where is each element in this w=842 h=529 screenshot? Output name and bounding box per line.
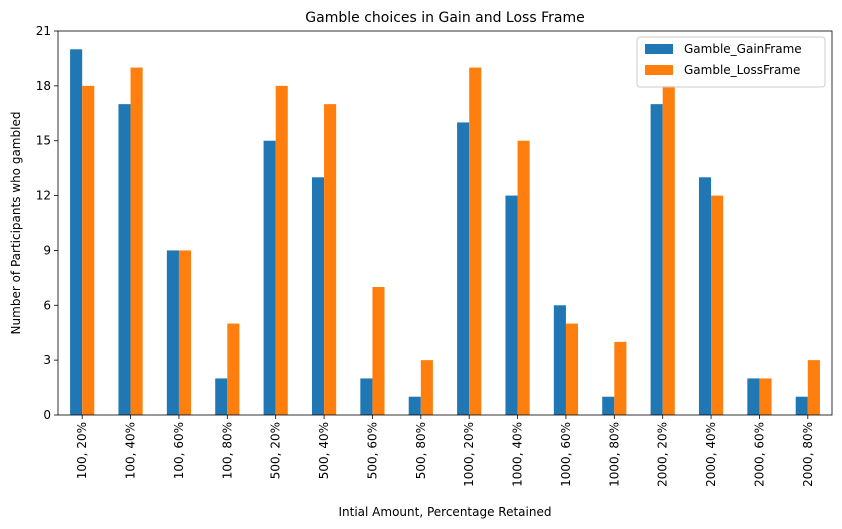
y-tick-label: 0: [43, 408, 51, 422]
bar-Gamble_LossFrame-2: [178, 250, 192, 415]
bar-Gamble_LossFrame-13: [711, 195, 724, 415]
bar-Gamble_LossFrame-1: [130, 67, 143, 415]
legend-box: [636, 36, 826, 88]
bar-Gamble_GainFrame-3: [215, 378, 228, 415]
bar-Gamble_GainFrame-10: [553, 305, 566, 415]
bar-Gamble_LossFrame-14: [759, 378, 772, 415]
x-tick-label: 500, 80%: [414, 422, 428, 479]
bar-Gamble_GainFrame-8: [457, 122, 470, 416]
bar-Gamble_GainFrame-15: [795, 396, 808, 415]
legend-label-Gamble_LossFrame: Gamble_LossFrame: [684, 63, 800, 77]
bar-Gamble_GainFrame-9: [505, 195, 518, 415]
x-tick-label: 100, 40%: [124, 422, 138, 479]
bar-Gamble_GainFrame-14: [747, 378, 760, 415]
bar-Gamble_GainFrame-12: [650, 104, 663, 415]
x-tick-label: 1000, 60%: [559, 422, 573, 487]
x-tick-label: 500, 60%: [365, 422, 379, 479]
y-tick-label: 21: [36, 24, 51, 38]
bars-group: [70, 49, 820, 416]
y-axis-label: Number of Participants who gambled: [9, 112, 23, 335]
y-tick-label: 12: [36, 189, 51, 203]
bar-Gamble_GainFrame-2: [166, 250, 179, 415]
x-tick-label: 1000, 20%: [462, 422, 476, 487]
bar-Gamble_LossFrame-0: [82, 85, 95, 416]
legend-swatch-Gamble_LossFrame: [645, 65, 673, 75]
bar-Gamble_GainFrame-5: [311, 177, 325, 415]
bar-Gamble_LossFrame-10: [565, 323, 579, 415]
x-axis-label: Intial Amount, Percentage Retained: [339, 505, 552, 519]
legend: Gamble_GainFrame Gamble_LossFrame: [636, 36, 826, 88]
legend-label-Gamble_GainFrame: Gamble_GainFrame: [684, 42, 802, 56]
plot-frame: [57, 30, 833, 416]
x-tick-label: 100, 20%: [75, 422, 89, 479]
x-tick-label: 2000, 60%: [752, 422, 766, 487]
y-tick-label: 15: [36, 134, 51, 148]
x-tick-label: 1000, 80%: [607, 422, 621, 487]
x-tick-label: 2000, 40%: [704, 422, 718, 487]
y-tick-label: 6: [43, 298, 51, 312]
y-tick-label: 3: [43, 353, 51, 367]
bar-Gamble_GainFrame-1: [118, 104, 131, 415]
x-tick-label: 1000, 40%: [511, 422, 525, 487]
bar-Gamble_LossFrame-5: [324, 104, 337, 415]
bar-Gamble_GainFrame-11: [602, 396, 615, 415]
y-axis: 0 3 6 9 12 15 18 21: [36, 24, 58, 422]
bar-Gamble_GainFrame-13: [698, 177, 712, 415]
x-tick-label: 2000, 80%: [801, 422, 815, 487]
bar-Gamble_LossFrame-7: [420, 360, 433, 415]
bar-Gamble_LossFrame-4: [275, 85, 288, 416]
bar-Gamble_LossFrame-6: [372, 287, 385, 415]
bar-Gamble_LossFrame-9: [517, 140, 530, 415]
x-axis: 100, 20% 100, 40% 100, 60% 100, 80% 500, 20%…: [75, 415, 815, 487]
bar-Gamble_GainFrame-7: [408, 396, 421, 415]
x-tick-label: 500, 40%: [317, 422, 331, 479]
y-tick-label: 9: [43, 243, 51, 257]
x-tick-label: 2000, 20%: [656, 422, 670, 487]
chart-title: Gamble choices in Gain and Loss Frame: [305, 10, 584, 26]
y-tick-label: 18: [36, 79, 51, 93]
bar-Gamble_LossFrame-12: [662, 85, 675, 416]
bar-Gamble_GainFrame-4: [263, 140, 276, 415]
legend-swatch-Gamble_GainFrame: [645, 44, 673, 54]
x-tick-label: 100, 80%: [220, 422, 234, 479]
bar-Gamble_LossFrame-15: [807, 360, 820, 415]
bar-Gamble_LossFrame-11: [614, 341, 627, 415]
bar-Gamble_GainFrame-6: [360, 378, 373, 415]
bar-Gamble_GainFrame-0: [70, 49, 83, 415]
x-tick-label: 500, 20%: [269, 422, 283, 479]
bar-Gamble_LossFrame-3: [227, 323, 240, 415]
x-tick-label: 100, 60%: [172, 422, 186, 479]
bar-Gamble_LossFrame-8: [469, 67, 482, 415]
